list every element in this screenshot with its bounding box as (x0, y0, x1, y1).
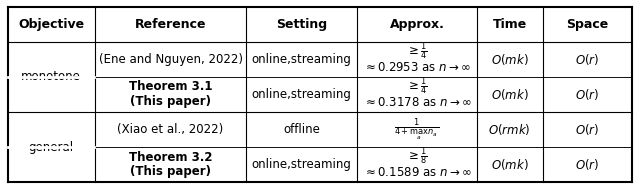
Text: online,streaming: online,streaming (252, 88, 352, 101)
Text: $\frac{1}{4+\max_a n_a}$: $\frac{1}{4+\max_a n_a}$ (394, 116, 440, 143)
Text: offline: offline (284, 123, 320, 136)
Text: (Ene and Nguyen, 2022): (Ene and Nguyen, 2022) (99, 53, 243, 66)
Text: $\approx 0.1589$ as $n \to \infty$: $\approx 0.1589$ as $n \to \infty$ (363, 166, 471, 179)
Text: $\geq \frac{1}{4}$: $\geq \frac{1}{4}$ (406, 76, 428, 97)
Text: general: general (29, 141, 74, 154)
Text: Time: Time (493, 18, 527, 31)
Text: Theorem 3.1: Theorem 3.1 (129, 80, 212, 93)
Text: Approx.: Approx. (390, 18, 444, 31)
Text: (This paper): (This paper) (130, 95, 211, 108)
Text: $\approx 0.2953$ as $n \to \infty$: $\approx 0.2953$ as $n \to \infty$ (363, 61, 471, 74)
Text: $O(rmk)$: $O(rmk)$ (488, 122, 531, 137)
Text: $O(mk)$: $O(mk)$ (491, 52, 529, 67)
Text: online,streaming: online,streaming (252, 53, 352, 66)
Text: $\geq \frac{1}{4}$: $\geq \frac{1}{4}$ (406, 41, 428, 62)
Text: monotone: monotone (21, 70, 81, 84)
Text: $O(mk)$: $O(mk)$ (491, 87, 529, 102)
Text: $O(r)$: $O(r)$ (575, 122, 600, 137)
Text: Setting: Setting (276, 18, 327, 31)
Text: $O(mk)$: $O(mk)$ (491, 157, 529, 172)
Text: $O(r)$: $O(r)$ (575, 52, 600, 67)
Text: Space: Space (566, 18, 609, 31)
Text: Reference: Reference (135, 18, 206, 31)
Text: Objective: Objective (18, 18, 84, 31)
Text: (Xiao et al., 2022): (Xiao et al., 2022) (117, 123, 224, 136)
Text: $O(r)$: $O(r)$ (575, 157, 600, 172)
Text: $O(r)$: $O(r)$ (575, 87, 600, 102)
Text: Theorem 3.2: Theorem 3.2 (129, 150, 212, 163)
Text: online,streaming: online,streaming (252, 158, 352, 171)
Text: (This paper): (This paper) (130, 165, 211, 178)
Text: $\geq \frac{1}{8}$: $\geq \frac{1}{8}$ (406, 146, 428, 168)
Text: $\approx 0.3178$ as $n \to \infty$: $\approx 0.3178$ as $n \to \infty$ (363, 96, 471, 109)
